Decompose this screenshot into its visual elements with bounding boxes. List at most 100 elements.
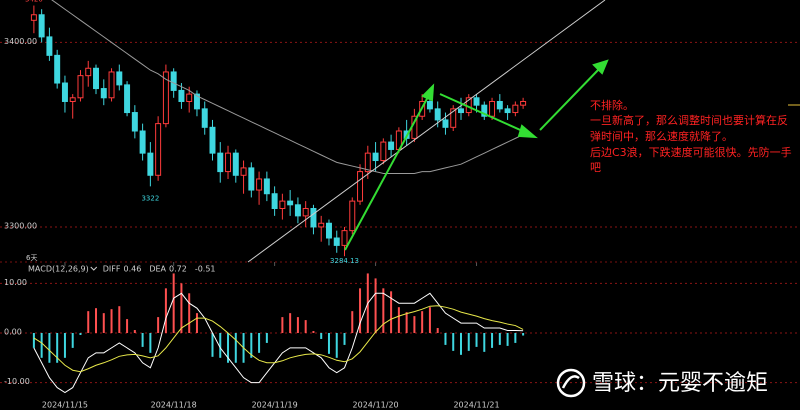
macd-line xyxy=(33,305,524,373)
candle-body xyxy=(170,71,177,91)
x-tick-label: 2024/11/18 xyxy=(151,401,197,410)
macd-bar xyxy=(467,332,470,351)
candle-body xyxy=(325,222,332,239)
y-tick-label: 0.00 xyxy=(4,327,22,336)
y-tick-label: 3300.00 xyxy=(4,221,37,230)
low-price-label: 3322 xyxy=(141,194,159,202)
macd-bar xyxy=(95,308,98,333)
y-tick-label: -10.00 xyxy=(4,377,30,386)
macd-title: MACD(12,26,9) xyxy=(28,265,89,274)
macd-bar xyxy=(475,332,478,347)
macd-bar xyxy=(289,313,292,333)
macd-bar xyxy=(428,307,431,333)
macd-bar xyxy=(522,332,525,336)
candle-body xyxy=(54,54,61,84)
macd-bar xyxy=(514,332,517,343)
label-layer: 3400.00 3300.00 3420 3284.13 3322 10.00 0.00 -1… xyxy=(4,0,500,410)
macd-bar xyxy=(312,331,315,333)
candle-body xyxy=(139,130,146,154)
watermark: 雪球：元婴不逾矩 xyxy=(556,368,768,398)
macd-bar xyxy=(180,283,183,333)
macd-bar xyxy=(459,332,462,355)
legend-value: 0.72 xyxy=(169,265,187,274)
arrow xyxy=(344,94,430,251)
candle-body xyxy=(30,14,37,21)
candle-body xyxy=(248,167,255,191)
macd-bar xyxy=(32,332,35,348)
macd-bar xyxy=(351,311,354,333)
candle-body xyxy=(512,104,519,114)
macd-bar xyxy=(40,332,43,358)
candle-body xyxy=(147,152,154,176)
macd-bar xyxy=(436,328,439,333)
logo xyxy=(561,375,580,389)
candle-body xyxy=(294,204,301,217)
macd-bar xyxy=(281,317,284,333)
macd-bar xyxy=(157,317,160,333)
macd-bar xyxy=(211,332,214,357)
macd-bar xyxy=(491,332,494,348)
macd-bar xyxy=(188,293,191,333)
candle-body xyxy=(380,141,387,162)
macd-bar xyxy=(343,332,346,345)
candle-body xyxy=(178,89,185,102)
watermark-text: 雪球：元婴不逾矩 xyxy=(592,371,768,396)
candle-body xyxy=(201,108,208,128)
candle-body xyxy=(38,14,45,38)
candle-body xyxy=(100,88,107,99)
macd-bar xyxy=(87,311,90,333)
candle-body xyxy=(256,178,263,191)
macd-bar xyxy=(444,332,447,345)
y-tick-label: 3400.00 xyxy=(4,37,37,46)
arrow-head xyxy=(592,59,609,75)
macd-bar xyxy=(71,332,74,348)
grid-layer xyxy=(0,41,800,384)
candle-body xyxy=(489,100,496,117)
candle-body xyxy=(287,200,294,206)
candle-body xyxy=(46,36,53,56)
macd-bar xyxy=(296,317,299,333)
macd-panel xyxy=(32,273,525,394)
candle-body xyxy=(232,152,239,176)
candle-body xyxy=(61,82,68,102)
candle-body xyxy=(271,193,278,209)
macd-bar xyxy=(141,332,144,347)
macd-bar xyxy=(79,332,82,335)
macd-bar xyxy=(110,309,113,333)
candle-body xyxy=(162,71,169,125)
candle-body xyxy=(388,141,395,150)
candle-body xyxy=(225,152,232,173)
macd-bar xyxy=(63,332,66,358)
macd-bar xyxy=(498,332,501,345)
candle-body xyxy=(193,93,200,110)
macd-bar xyxy=(250,332,253,358)
moving-average xyxy=(51,0,524,174)
macd-bar xyxy=(335,332,338,358)
candle-body xyxy=(504,108,511,114)
macd-bar xyxy=(421,311,424,333)
macd-bar xyxy=(102,313,105,333)
macd-bar xyxy=(227,332,230,363)
candle-body xyxy=(131,112,138,132)
annotation-line: 弹时间中，那么速度就降了。 xyxy=(590,129,733,143)
period-label: 6天 xyxy=(26,254,37,262)
annotation-line: 一旦新高了，那么调整时间也要计算在反 xyxy=(590,113,788,127)
candle-body xyxy=(426,100,433,110)
candle-body xyxy=(442,119,449,128)
candle-body xyxy=(85,67,92,77)
macd-bar xyxy=(506,332,509,346)
candle-body xyxy=(279,200,286,209)
dropdown-icon[interactable] xyxy=(90,266,98,271)
candle-body xyxy=(69,97,76,102)
candle-body xyxy=(217,152,224,173)
candle-body xyxy=(473,97,480,106)
candle-body xyxy=(186,93,193,102)
macd-bar xyxy=(397,307,400,333)
candle-body xyxy=(116,71,123,86)
candle-body xyxy=(318,222,325,228)
candle-body xyxy=(481,104,488,117)
candle-body xyxy=(496,100,503,110)
arrow xyxy=(539,67,601,131)
annotation-line: 后边C3浪，下跌速度可能很快。先防一手 xyxy=(590,145,792,159)
